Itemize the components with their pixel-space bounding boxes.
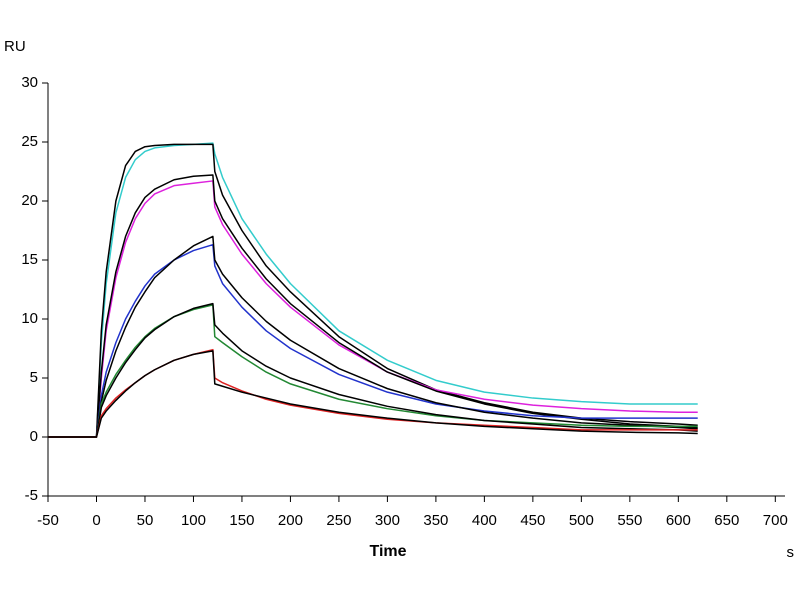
x-tick-label: 600	[666, 512, 691, 529]
x-tick-label: 0	[92, 512, 100, 529]
sensorgram-line	[48, 180, 698, 438]
sensorgram-line	[48, 235, 698, 438]
sensorgram-line	[48, 350, 698, 438]
y-axis-label: RU	[4, 38, 26, 55]
y-tick-label: 30	[21, 74, 38, 91]
y-tick-label: 20	[21, 192, 38, 209]
x-tick-label: 150	[229, 512, 254, 529]
x-tick-label: 350	[423, 512, 448, 529]
x-tick-label: 550	[617, 512, 642, 529]
x-tick-label: 250	[326, 512, 351, 529]
x-tick-label: 450	[520, 512, 545, 529]
sensorgram-line	[48, 243, 698, 438]
sensorgram-line	[48, 174, 698, 438]
sensorgram-line	[48, 304, 698, 438]
y-tick-label: 10	[21, 310, 38, 327]
x-tick-label: 400	[472, 512, 497, 529]
y-tick-label: 5	[30, 369, 38, 386]
y-tick-label: 0	[30, 428, 38, 445]
x-axis-label: Time	[369, 543, 406, 560]
x-tick-label: 650	[714, 512, 739, 529]
y-tick-label: 25	[21, 133, 38, 150]
y-tick-label: 15	[21, 251, 38, 268]
x-axis-unit: s	[787, 544, 795, 561]
y-tick-label: -5	[25, 487, 38, 504]
x-tick-label: 200	[278, 512, 303, 529]
x-tick-label: 50	[137, 512, 154, 529]
x-tick-label: -50	[37, 512, 59, 529]
x-tick-label: 300	[375, 512, 400, 529]
x-tick-label: 500	[569, 512, 594, 529]
sensorgram-line	[48, 143, 698, 438]
sensorgram-line	[48, 302, 698, 438]
x-tick-label: 100	[181, 512, 206, 529]
x-tick-label: 700	[763, 512, 788, 529]
sensorgram-line	[48, 142, 698, 438]
